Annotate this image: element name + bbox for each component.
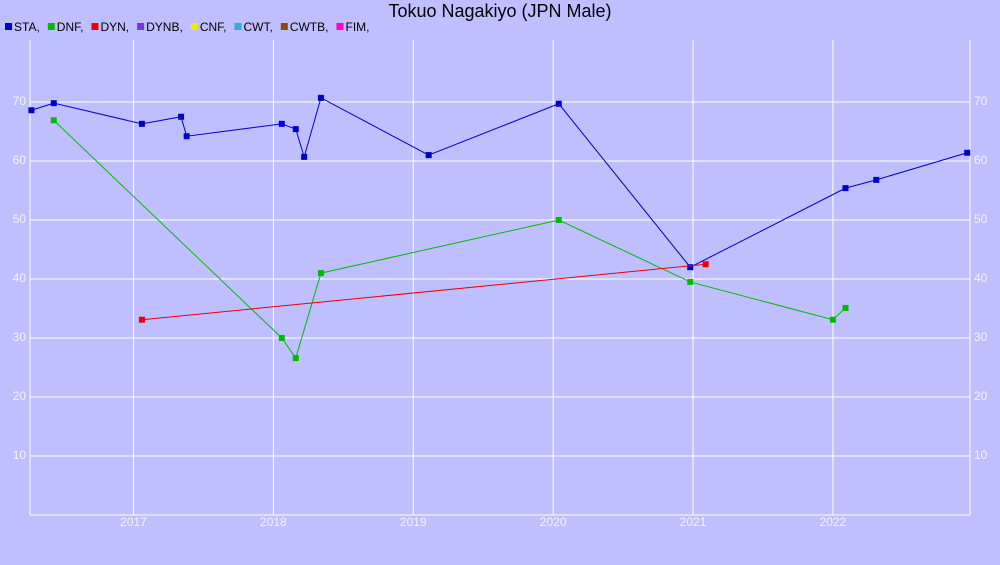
data-point (687, 264, 694, 271)
x-tick-label: 2022 (820, 515, 847, 529)
data-point (138, 316, 145, 323)
y-tick-label: 70 (13, 94, 27, 108)
legend-swatch (91, 23, 99, 30)
legend-label: CWT, (243, 20, 272, 34)
data-point (555, 217, 562, 223)
data-point (183, 133, 190, 140)
legend-swatch (234, 23, 242, 30)
data-point (964, 149, 971, 156)
data-point (425, 152, 432, 159)
y-tick-label: 40 (13, 271, 27, 285)
data-point (292, 126, 299, 133)
legend-swatch (336, 23, 344, 30)
data-point (829, 316, 836, 323)
y2-tick-label: 30 (974, 330, 988, 344)
y-tick-label: 50 (13, 212, 27, 226)
x-tick-label: 2020 (540, 515, 567, 529)
data-point (50, 100, 57, 107)
y2-tick-label: 50 (974, 212, 988, 226)
legend-swatch (47, 23, 55, 30)
legend-label: FIM, (345, 20, 369, 34)
chart-title: Tokuo Nagakiyo (JPN Male) (388, 1, 611, 21)
y2-tick-label: 10 (974, 448, 988, 462)
legend-label: DYN, (100, 20, 129, 34)
x-tick-label: 2021 (680, 515, 707, 529)
x-tick-label: 2019 (400, 515, 427, 529)
legend-label: CNF, (200, 20, 227, 34)
legend-label: STA, (14, 20, 40, 34)
data-point (842, 185, 849, 192)
legend-swatch (190, 23, 198, 30)
series-line (141, 263, 706, 321)
y2-tick-label: 40 (974, 271, 988, 285)
legend-swatch (280, 23, 288, 30)
series-line (53, 119, 846, 360)
legend-label: CWTB, (290, 20, 329, 34)
y-tick-label: 30 (13, 330, 27, 344)
y2-tick-label: 70 (974, 94, 988, 108)
data-point (317, 270, 324, 277)
legend-label: DYNB, (146, 20, 183, 34)
data-point (28, 107, 35, 114)
legend-swatch (5, 23, 12, 30)
data-point (138, 120, 145, 127)
x-tick-label: 2017 (120, 515, 147, 529)
data-point (317, 94, 324, 101)
data-point (301, 153, 308, 160)
data-point (702, 261, 709, 268)
y2-tick-label: 60 (974, 153, 988, 167)
y2-tick-label: 20 (974, 389, 988, 403)
y-tick-label: 10 (13, 448, 27, 462)
data-point (178, 113, 185, 120)
data-point (842, 304, 849, 311)
data-point (292, 355, 299, 362)
legend-label: DNF, (57, 20, 84, 34)
data-point (50, 117, 57, 124)
data-point (555, 100, 562, 107)
legend-swatch (137, 23, 145, 30)
y-tick-label: 20 (13, 389, 27, 403)
data-point (278, 120, 285, 127)
x-tick-label: 2018 (260, 515, 287, 529)
y-tick-label: 60 (13, 153, 27, 167)
data-point (278, 335, 285, 341)
data-point (873, 176, 880, 183)
data-point (687, 278, 694, 285)
